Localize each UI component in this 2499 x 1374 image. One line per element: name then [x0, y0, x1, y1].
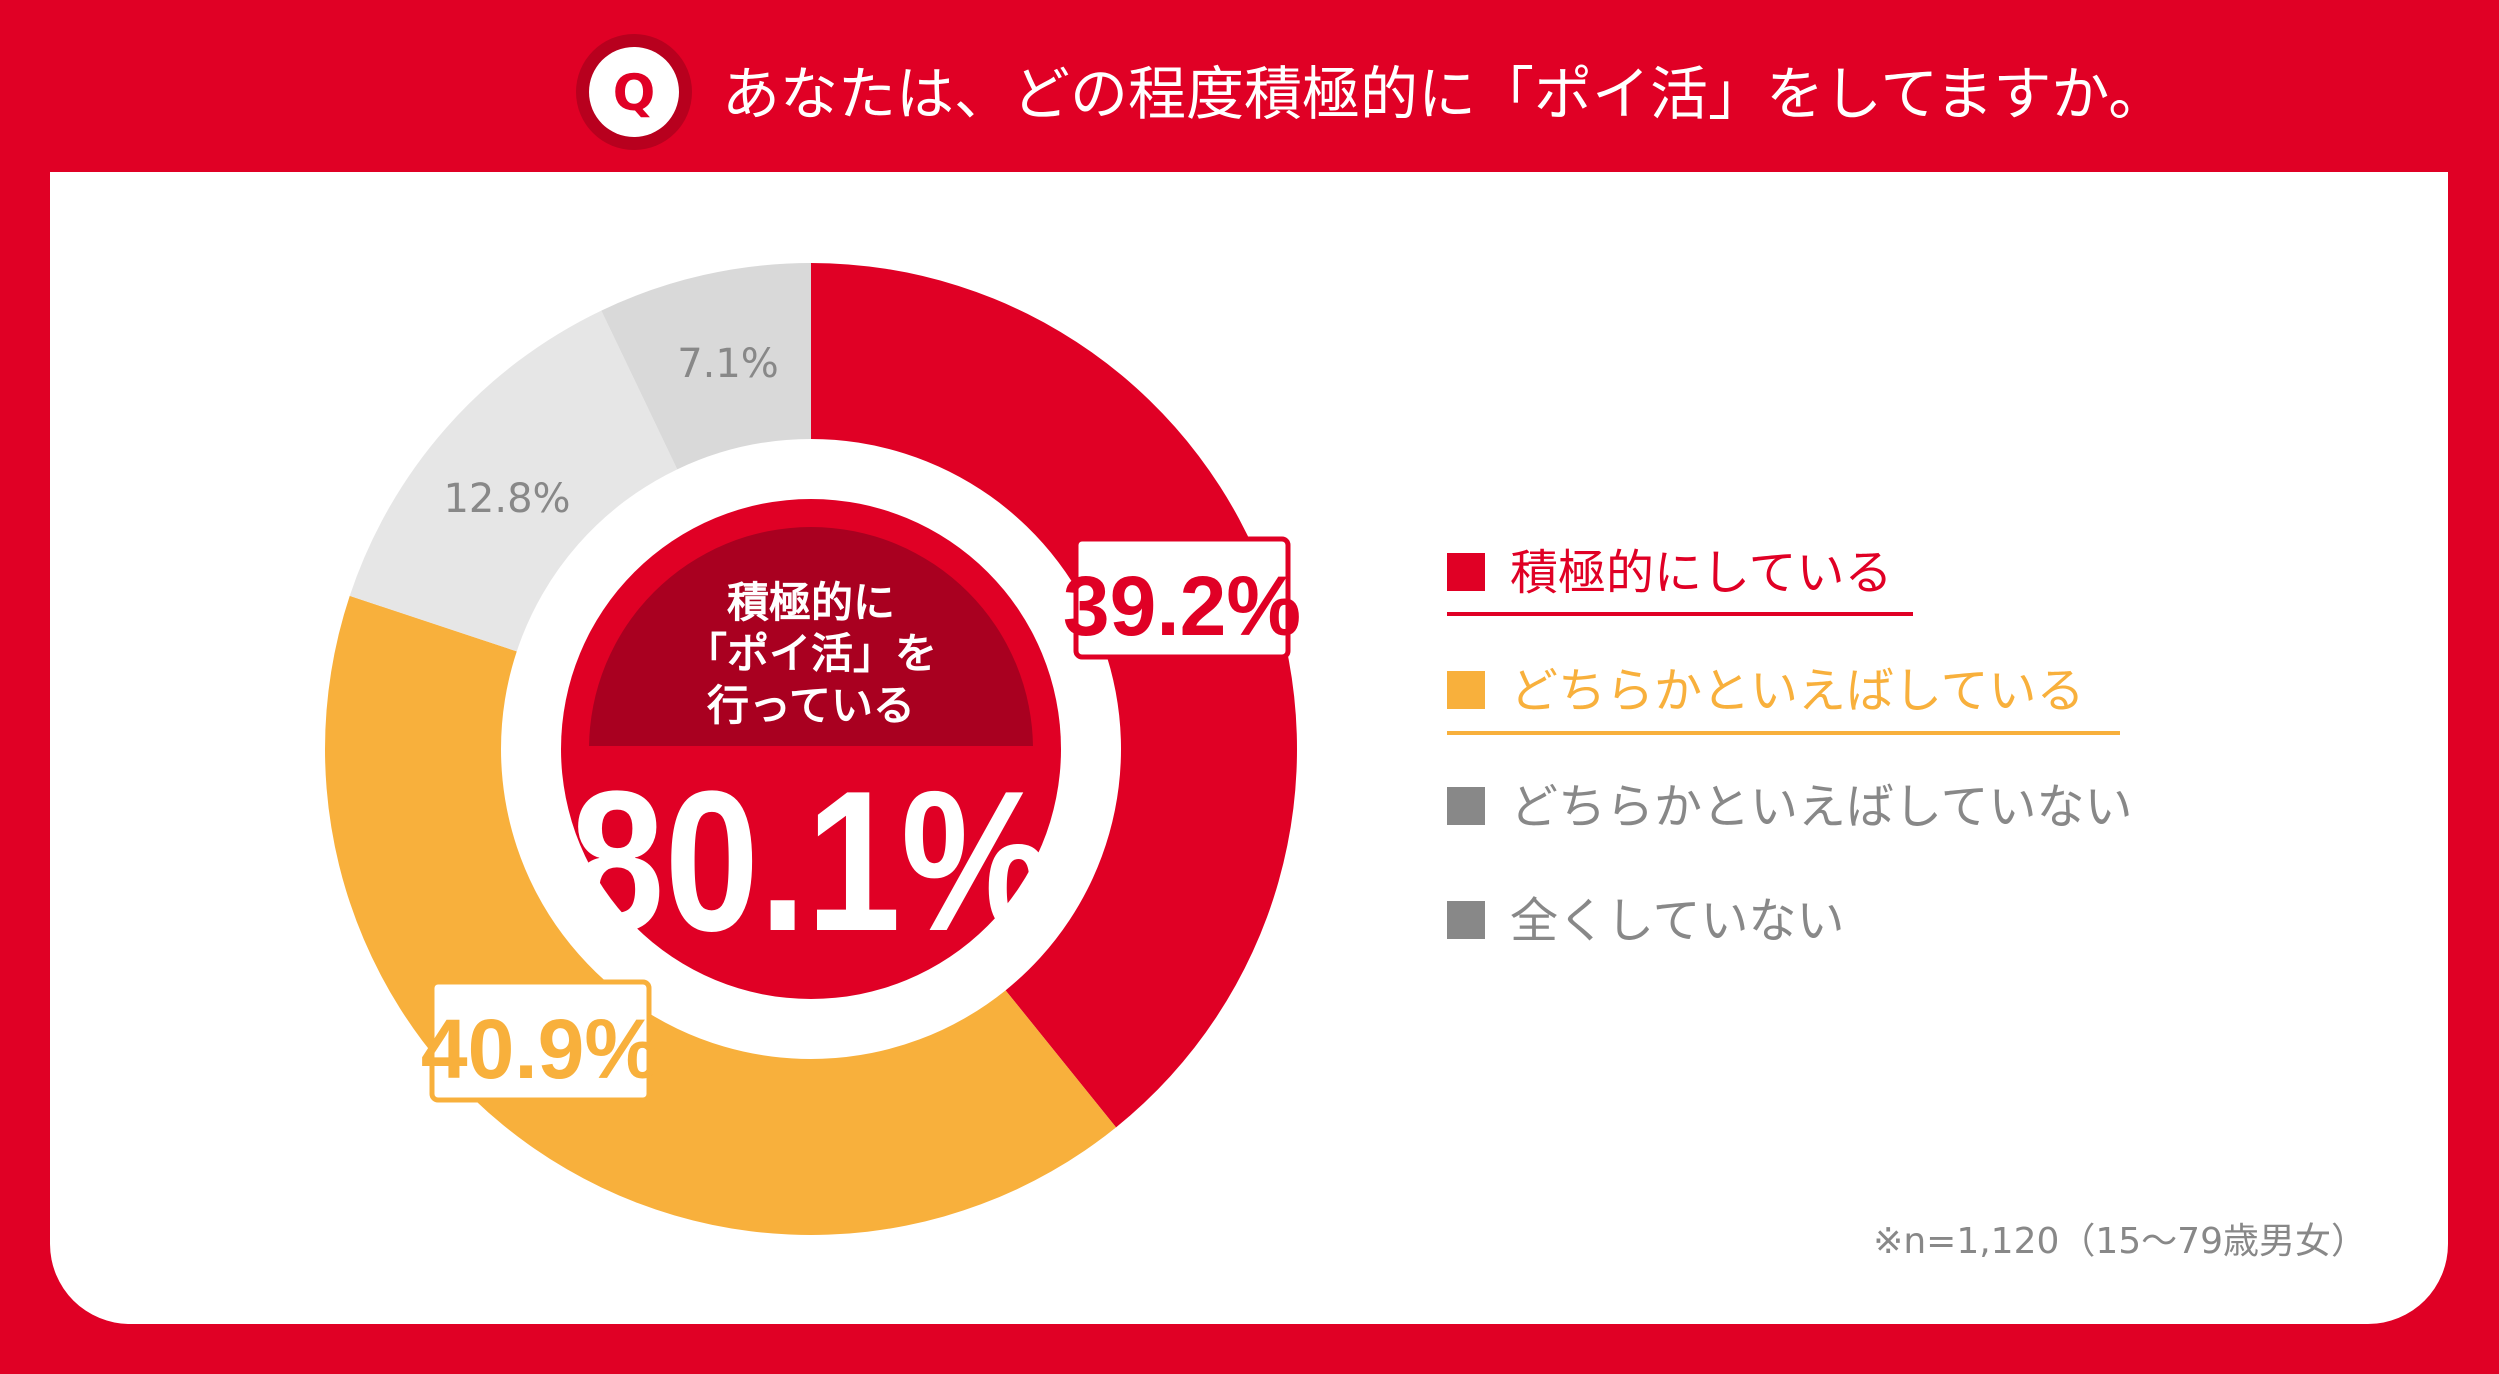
legend-label-somewhat-not: どちらかといえばしていない: [1510, 779, 2133, 835]
label-box-active: 39.2%: [1063, 536, 1301, 660]
legend-label-not-at-all: 全くしていない: [1510, 893, 1845, 949]
legend-label-active: 積極的にしている: [1510, 545, 1893, 601]
center-line-2: 「ポイ活」を: [685, 629, 937, 678]
question-title: あなたは、どの程度積極的に「ポイ活」をしてますか。: [722, 60, 2166, 128]
q-icon: [589, 47, 679, 137]
legend: 積極的にしている どちらかといえばしている どちらかといえばしていない 全くして…: [1447, 545, 2133, 949]
center-line-3: 行っている: [707, 681, 915, 730]
footnote: ※n=1,120（15～79歳男女）: [1873, 1221, 2367, 1262]
data-label-active: 39.2%: [1063, 559, 1301, 653]
label-box-somewhat: 40.9%: [421, 979, 659, 1103]
legend-swatch-somewhat: [1447, 671, 1485, 709]
data-label-somewhat-not: 12.8%: [443, 476, 570, 522]
center-summary: 積極的に 「ポイ活」を 行っている 80.1%: [561, 499, 1061, 999]
data-label-not-at-all: 7.1%: [677, 341, 779, 387]
q-icon-letter: Q: [613, 64, 656, 122]
legend-swatch-not-at-all: [1447, 901, 1485, 939]
legend-swatch-active: [1447, 553, 1485, 591]
donut-segment-active: [811, 263, 1297, 1128]
legend-swatch-somewhat-not: [1447, 787, 1485, 825]
center-header-band: [589, 527, 1033, 746]
data-label-somewhat: 40.9%: [421, 1002, 659, 1096]
donut-segment-somewhat-not: [349, 310, 678, 652]
header: Q あなたは、どの程度積極的に「ポイ活」をしてますか。: [576, 34, 2166, 150]
center-value: 80.1%: [570, 750, 1052, 973]
donut-segment-not-at-all: [601, 263, 811, 470]
label-box-39-2: [1073, 536, 1291, 660]
center-line-1: 積極的に: [727, 578, 895, 627]
label-box-40-9: [429, 979, 652, 1103]
legend-label-somewhat: どちらかといえばしている: [1510, 663, 2085, 719]
